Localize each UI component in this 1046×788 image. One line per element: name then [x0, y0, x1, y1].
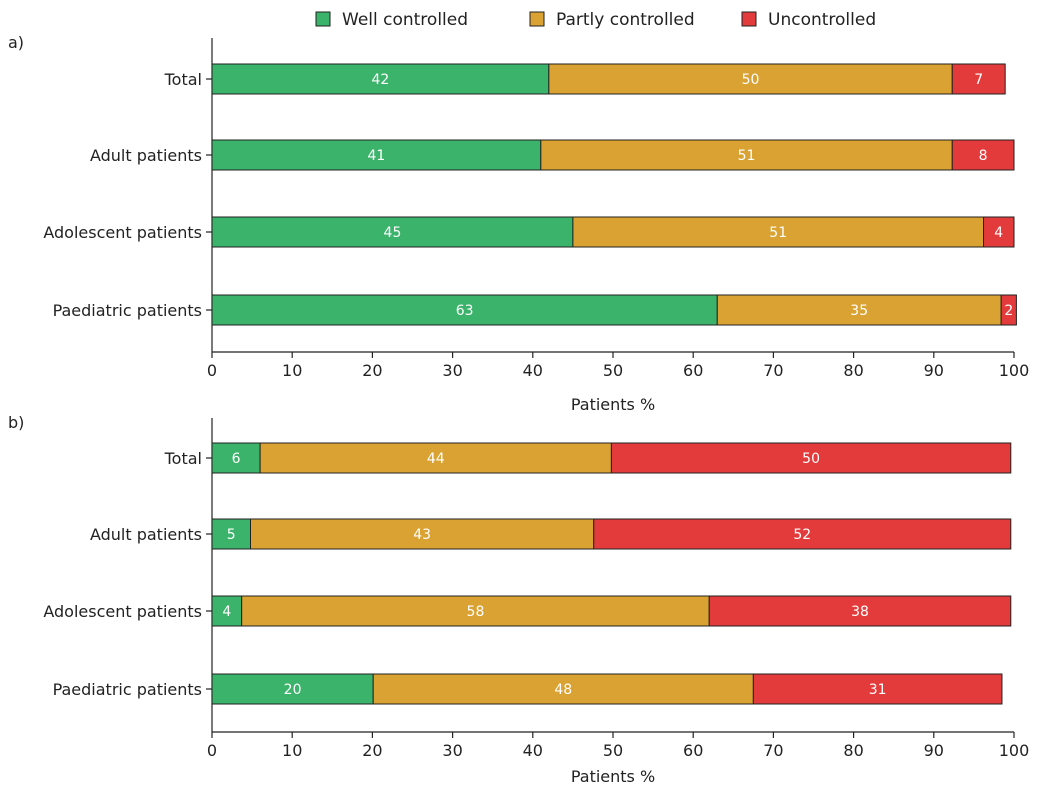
panel-label: b)	[8, 413, 24, 432]
category-label-adolescent-patients: Adolescent patients	[43, 602, 202, 621]
legend-label-well-controlled: Well controlled	[342, 10, 468, 30]
category-label-paediatric-patients: Paediatric patients	[53, 301, 202, 320]
x-tick-label-0: 0	[207, 741, 217, 760]
data-label-uncontrolled-total: 50	[802, 451, 820, 467]
x-tick-label-70: 70	[763, 361, 783, 380]
x-tick-label-20: 20	[362, 361, 382, 380]
bar-well-controlled-adult-patients	[211, 139, 542, 171]
bar-partly-controlled-adult-patients	[249, 518, 595, 550]
category-label-adolescent-patients: Adolescent patients	[43, 223, 202, 242]
legend-label-partly-controlled: Partly controlled	[556, 10, 695, 30]
data-label-uncontrolled-adolescent-patients: 4	[994, 225, 1003, 241]
data-label-uncontrolled-paediatric-patients: 31	[869, 682, 887, 698]
bar-well-controlled-adolescent-patients	[211, 595, 243, 627]
x-tick-label-60: 60	[683, 361, 703, 380]
panel-b: b) 0 10 20 30 40 50 60 70 80 90 100 Patients % Total 6…	[8, 413, 1029, 786]
category-label-adult-patients: Adult patients	[90, 525, 202, 544]
x-tick-label-20: 20	[362, 741, 382, 760]
legend-swatch-uncontrolled	[741, 11, 757, 27]
data-label-uncontrolled-adolescent-patients: 38	[851, 604, 869, 620]
bar-partly-controlled-total	[259, 442, 612, 474]
bar-uncontrolled-paediatric-patients	[1000, 294, 1017, 326]
data-label-partly-controlled-adult-patients: 43	[413, 527, 431, 543]
bar-partly-controlled-adult-patients	[540, 139, 953, 171]
bar-uncontrolled-adolescent-patients	[708, 595, 1012, 627]
data-label-well-controlled-paediatric-patients: 20	[284, 682, 302, 698]
x-tick-label-80: 80	[843, 361, 863, 380]
x-axis-title: Patients %	[571, 767, 655, 786]
data-label-well-controlled-adult-patients: 5	[227, 527, 236, 543]
bar-well-controlled-adolescent-patients	[211, 216, 574, 248]
data-label-partly-controlled-paediatric-patients: 48	[554, 682, 572, 698]
panel-a: a) 0 10 20 30 40 50 60 70 80 90 100 Patients % Total 4…	[8, 33, 1029, 414]
bar-well-controlled-paediatric-patients	[211, 673, 374, 705]
data-label-partly-controlled-paediatric-patients: 35	[850, 303, 868, 319]
category-label-adult-patients: Adult patients	[90, 146, 202, 165]
data-label-well-controlled-adolescent-patients: 45	[384, 225, 402, 241]
x-tick-label-50: 50	[603, 361, 623, 380]
data-label-partly-controlled-adult-patients: 51	[738, 148, 756, 164]
x-axis-title: Patients %	[571, 395, 655, 414]
bar-uncontrolled-adolescent-patients	[983, 216, 1015, 248]
x-tick-label-80: 80	[843, 741, 863, 760]
data-label-partly-controlled-adolescent-patients: 58	[467, 604, 485, 620]
x-tick-label-50: 50	[603, 741, 623, 760]
category-label-paediatric-patients: Paediatric patients	[53, 680, 202, 699]
x-tick-label-40: 40	[523, 361, 543, 380]
bar-uncontrolled-total	[951, 63, 1006, 95]
x-tick-label-60: 60	[683, 741, 703, 760]
x-tick-label-30: 30	[442, 741, 462, 760]
data-label-well-controlled-total: 42	[372, 72, 390, 88]
data-label-well-controlled-adult-patients: 41	[367, 148, 385, 164]
bar-well-controlled-paediatric-patients	[211, 294, 718, 326]
x-tick-label-30: 30	[442, 361, 462, 380]
data-label-partly-controlled-adolescent-patients: 51	[769, 225, 787, 241]
bar-partly-controlled-adolescent-patients	[241, 595, 710, 627]
category-label-total: Total	[164, 449, 202, 468]
bar-uncontrolled-paediatric-patients	[752, 673, 1003, 705]
data-label-uncontrolled-paediatric-patients: 2	[1004, 303, 1013, 319]
x-tick-label-40: 40	[523, 741, 543, 760]
x-tick-label-90: 90	[924, 741, 944, 760]
data-label-uncontrolled-total: 7	[974, 72, 983, 88]
bar-partly-controlled-paediatric-patients	[716, 294, 1002, 326]
bar-uncontrolled-adult-patients	[951, 139, 1015, 171]
legend-label-uncontrolled: Uncontrolled	[768, 10, 876, 30]
bar-well-controlled-total	[211, 442, 261, 474]
bar-well-controlled-adult-patients	[211, 518, 251, 550]
legend: Well controlled Partly controlled Uncontro…	[315, 10, 876, 30]
bar-partly-controlled-adolescent-patients	[572, 216, 985, 248]
data-label-well-controlled-paediatric-patients: 63	[456, 303, 474, 319]
data-label-uncontrolled-adult-patients: 8	[979, 148, 988, 164]
data-label-uncontrolled-adult-patients: 52	[793, 527, 811, 543]
legend-swatch-partly-controlled	[529, 11, 545, 27]
data-label-partly-controlled-total: 50	[742, 72, 760, 88]
data-label-well-controlled-adolescent-patients: 4	[222, 604, 231, 620]
category-label-total: Total	[164, 70, 202, 89]
x-tick-label-70: 70	[763, 741, 783, 760]
x-tick-label-90: 90	[924, 361, 944, 380]
x-tick-label-100: 100	[999, 741, 1030, 760]
bar-uncontrolled-adult-patients	[593, 518, 1012, 550]
data-label-well-controlled-total: 6	[232, 451, 241, 467]
x-tick-label-10: 10	[282, 741, 302, 760]
legend-swatch-well-controlled	[315, 11, 331, 27]
x-tick-label-0: 0	[207, 361, 217, 380]
bar-uncontrolled-total	[610, 442, 1012, 474]
x-tick-label-10: 10	[282, 361, 302, 380]
x-tick-label-100: 100	[999, 361, 1030, 380]
panel-label: a)	[8, 33, 24, 52]
data-label-partly-controlled-total: 44	[427, 451, 445, 467]
